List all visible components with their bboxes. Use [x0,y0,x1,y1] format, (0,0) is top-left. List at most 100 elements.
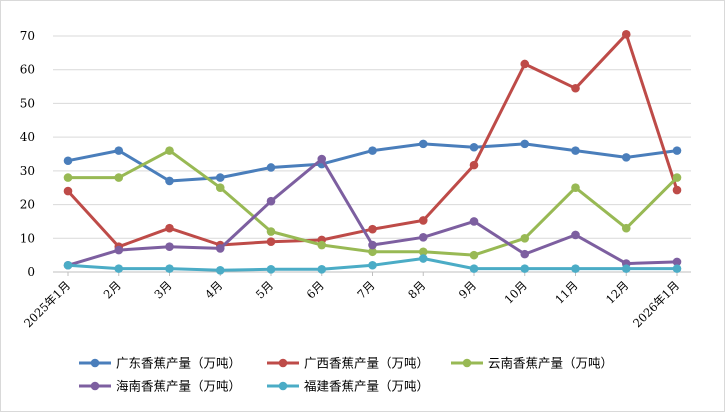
legend-item: 广西香蕉产量（万吨） [267,356,429,371]
data-point [266,196,276,206]
x-tick-label: 11月 [552,278,580,306]
x-tick-label: 2026年1月 [630,278,682,330]
y-tick-label: 10 [20,231,35,245]
y-tick-label: 30 [20,164,35,178]
data-point [672,173,682,182]
legend-item: 海南香蕉产量（万吨） [79,379,241,394]
data-point [469,250,479,260]
y-tick-label: 60 [20,63,35,77]
series-line [66,32,679,249]
data-point [165,146,174,155]
data-point [368,240,377,250]
data-point [165,223,174,233]
x-tick-label: 2025年1月 [21,278,73,330]
data-point [571,264,580,273]
legend-swatch-marker [462,358,472,368]
legend-swatch-marker [90,381,100,391]
data-point [520,59,530,69]
data-point [469,217,479,226]
data-point [266,163,276,172]
data-point [114,264,124,273]
data-point [571,230,580,240]
data-point [165,264,174,273]
x-tick-label: 4月 [202,278,225,301]
data-point [571,146,580,155]
gridlines [53,35,691,273]
data-point [63,186,73,196]
data-point [418,247,428,257]
data-point [368,224,377,234]
data-point [317,154,327,164]
series-3 [63,146,682,260]
legend: 广东香蕉产量（万吨） 广西香蕉产量（万吨） 云南香蕉产量（万吨） 海南香蕉产量（万吨）… [79,356,613,394]
data-point [672,146,682,155]
legend-label: 广西香蕉产量（万吨） [304,356,429,371]
legend-label: 云南香蕉产量（万吨） [488,356,613,371]
x-tick-label: 12月 [603,278,631,306]
legend-swatch-marker [278,381,288,391]
x-tick-label: 6月 [304,278,327,301]
legend-swatch-marker [278,358,288,368]
data-point [571,83,580,93]
x-tick-label: 3月 [151,278,174,301]
data-point [418,232,428,242]
legend-label: 广东香蕉产量（万吨） [116,356,241,371]
y-tick-label: 70 [20,29,35,43]
data-point [520,249,530,259]
data-point [520,264,530,273]
data-point [165,242,174,252]
data-point [215,183,225,193]
legend-label: 福建香蕉产量（万吨） [304,379,429,394]
series-1 [63,139,682,186]
data-point [266,265,276,274]
data-point [672,185,682,195]
data-point [469,142,479,152]
x-tick-label: 5月 [253,278,276,301]
data-point [215,266,225,275]
data-point [368,260,377,270]
data-point [621,153,631,162]
data-point [63,260,73,270]
data-point [672,264,682,273]
y-tick-label: 40 [20,130,35,144]
data-point [114,245,124,255]
data-point [520,233,530,243]
data-point [418,139,428,149]
x-tick-label: 8月 [405,278,428,301]
data-point [469,264,479,273]
legend-item: 广东香蕉产量（万吨） [79,356,241,371]
x-tick-label: 7月 [354,278,377,301]
data-point [621,223,631,233]
data-point [571,183,580,193]
data-point [469,160,479,170]
legend-label: 海南香蕉产量（万吨） [116,379,241,394]
data-point [621,264,631,273]
x-tick-label: 10月 [501,278,529,306]
data-point [215,173,225,182]
data-point [520,139,530,149]
legend-swatch-marker [90,358,100,368]
x-tick-label: 2月 [101,278,124,301]
data-point [165,176,174,186]
x-tick-label: 9月 [456,278,479,301]
data-point [368,247,377,257]
data-point [266,227,276,236]
data-point [621,30,631,39]
legend-item: 福建香蕉产量（万吨） [267,379,429,394]
data-point [368,146,377,155]
data-point [317,265,327,274]
data-point [215,244,225,253]
data-point [418,216,428,225]
series-lines [63,30,682,275]
y-tick-label: 20 [20,198,35,212]
data-point [114,146,124,155]
data-point [63,156,73,166]
data-point [317,240,327,250]
series-5 [63,254,682,275]
data-point [63,173,73,182]
series-2 [63,30,682,252]
legend-item: 云南香蕉产量（万吨） [451,356,613,371]
